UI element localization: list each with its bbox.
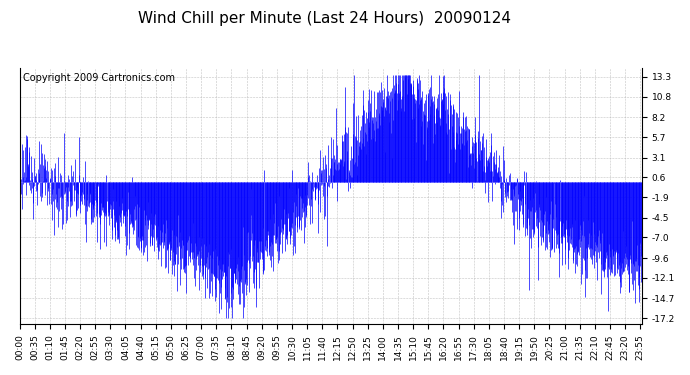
Text: Wind Chill per Minute (Last 24 Hours)  20090124: Wind Chill per Minute (Last 24 Hours) 20…	[138, 11, 511, 26]
Text: Copyright 2009 Cartronics.com: Copyright 2009 Cartronics.com	[23, 73, 175, 82]
